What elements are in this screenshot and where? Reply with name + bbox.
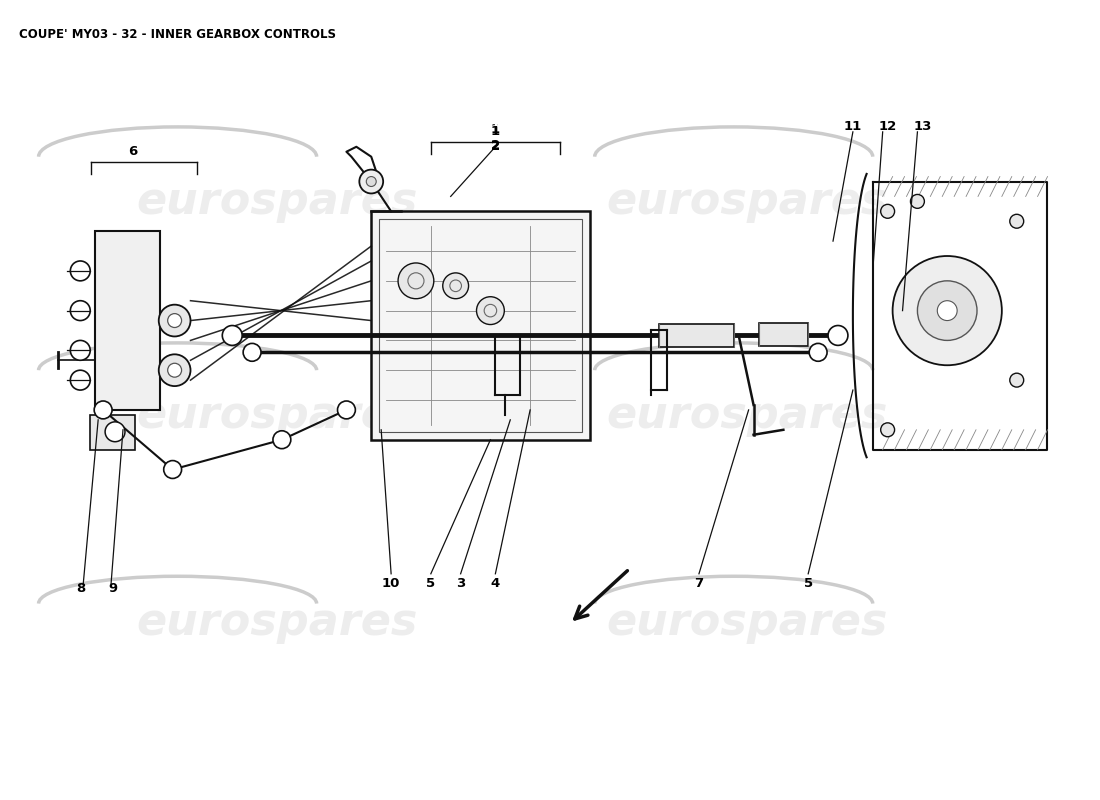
Circle shape [810, 343, 827, 362]
FancyArrowPatch shape [575, 570, 627, 619]
Text: COUPE' MY03 - 32 - INNER GEARBOX CONTROLS: COUPE' MY03 - 32 - INNER GEARBOX CONTROL… [19, 28, 335, 41]
Text: 13: 13 [913, 121, 932, 134]
Text: 5: 5 [804, 578, 813, 590]
Circle shape [70, 341, 90, 360]
Text: 2: 2 [491, 140, 499, 154]
Circle shape [70, 261, 90, 281]
Text: eurospares: eurospares [606, 601, 888, 644]
Circle shape [243, 343, 261, 362]
Text: eurospares: eurospares [606, 394, 888, 438]
Circle shape [450, 280, 462, 292]
Text: 4: 4 [491, 578, 501, 590]
Text: 9: 9 [109, 582, 118, 595]
Circle shape [476, 297, 504, 325]
Bar [90, 415, 135, 450]
Bar [759, 322, 808, 346]
Circle shape [1010, 214, 1024, 228]
Circle shape [937, 301, 957, 321]
Text: 1: 1 [491, 123, 499, 136]
Circle shape [917, 281, 977, 341]
Circle shape [164, 461, 182, 478]
Circle shape [70, 301, 90, 321]
Text: 5: 5 [427, 578, 436, 590]
Text: 11: 11 [844, 121, 862, 134]
Bar [379, 219, 582, 432]
Circle shape [484, 304, 497, 317]
Circle shape [360, 170, 383, 194]
Circle shape [366, 177, 376, 186]
Circle shape [398, 263, 433, 298]
Circle shape [106, 422, 125, 442]
Circle shape [881, 423, 894, 437]
Text: eurospares: eurospares [606, 180, 888, 223]
Circle shape [442, 273, 469, 298]
Circle shape [167, 363, 182, 377]
Circle shape [158, 305, 190, 337]
Circle shape [273, 430, 290, 449]
Text: 7: 7 [694, 578, 704, 590]
Text: eurospares: eurospares [136, 394, 418, 438]
Text: 1: 1 [491, 118, 499, 130]
Circle shape [408, 273, 424, 289]
Circle shape [95, 401, 112, 419]
Text: 10: 10 [382, 578, 400, 590]
Text: 3: 3 [456, 578, 465, 590]
Text: 8: 8 [77, 582, 86, 595]
Circle shape [828, 326, 848, 346]
Circle shape [167, 314, 182, 327]
Text: 1: 1 [491, 126, 499, 138]
Circle shape [1010, 373, 1024, 387]
Circle shape [911, 194, 924, 208]
Text: eurospares: eurospares [136, 601, 418, 644]
Circle shape [338, 401, 355, 419]
Bar [659, 323, 734, 347]
Circle shape [158, 354, 190, 386]
Text: eurospares: eurospares [136, 180, 418, 223]
Bar [96, 231, 160, 410]
Bar [372, 211, 590, 440]
Text: 2: 2 [491, 139, 499, 152]
Circle shape [881, 204, 894, 218]
Circle shape [892, 256, 1002, 366]
Circle shape [222, 326, 242, 346]
Text: 12: 12 [879, 121, 896, 134]
Circle shape [70, 370, 90, 390]
Text: 6: 6 [129, 146, 138, 158]
